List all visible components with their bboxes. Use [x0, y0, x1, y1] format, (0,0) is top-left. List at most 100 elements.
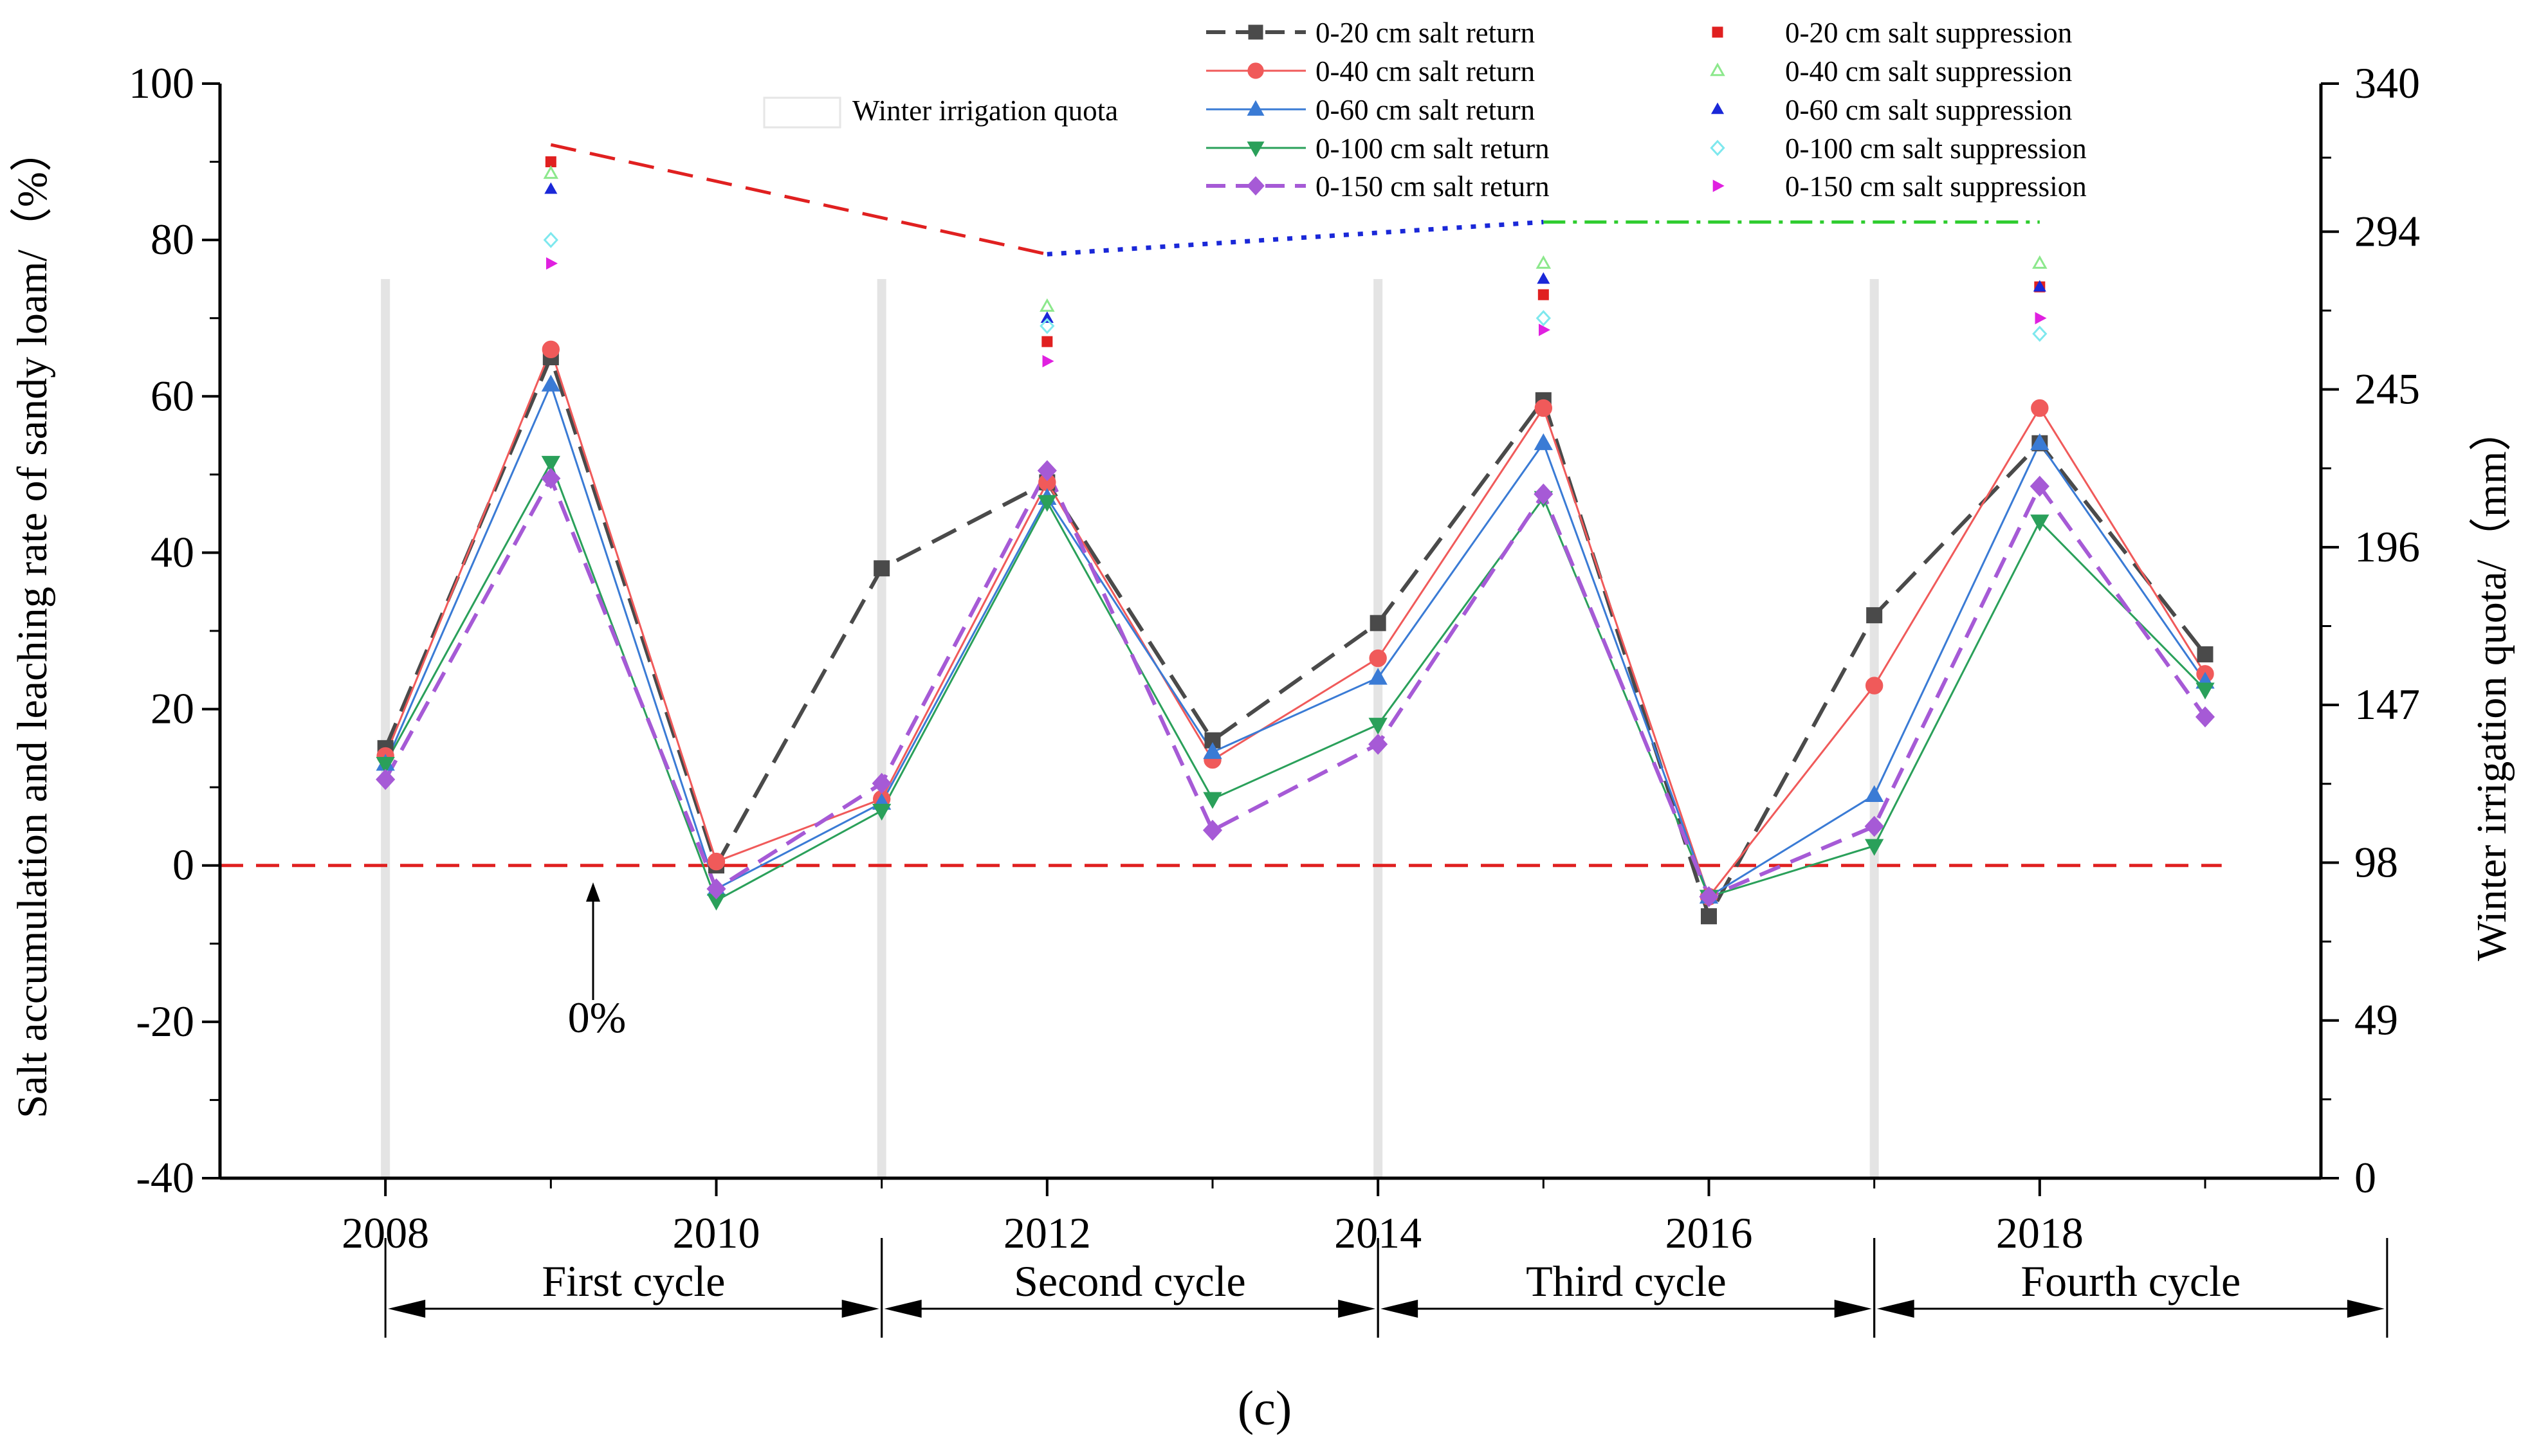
suppression-point	[1040, 311, 1054, 323]
y2-tick-label: 245	[2354, 365, 2420, 414]
legend-marker	[1710, 62, 1725, 77]
legend-label: 0-150 cm salt return	[1315, 170, 1550, 203]
series-point	[541, 468, 561, 489]
series-point	[1203, 792, 1222, 809]
legend-marker	[1710, 140, 1725, 156]
legend: 0-20 cm salt return 0-40 cm salt return 0-…	[763, 17, 2087, 203]
legend-label: 0-20 cm salt suppression	[1785, 17, 2072, 49]
suppression-point	[2033, 280, 2046, 292]
legend-label: 0-100 cm salt return	[1315, 132, 1550, 165]
y-tick-label: 100	[129, 59, 194, 107]
cycle-arrowhead-right	[1834, 1300, 1872, 1318]
series-point	[2030, 433, 2049, 450]
series-point	[874, 560, 890, 577]
winter-irrigation-quota-lines	[550, 143, 2040, 257]
y-tick-label: -20	[136, 997, 194, 1046]
series-point	[1534, 483, 1554, 505]
legend-marker	[1247, 141, 1265, 158]
zero-annotation-arrowhead	[586, 882, 600, 902]
series-point	[1370, 615, 1386, 632]
y-tick-label: 0	[172, 841, 194, 889]
legend-label: 0-60 cm salt suppression	[1785, 94, 2072, 126]
y-tick-label: 20	[151, 684, 194, 733]
legend-marker	[1248, 24, 1263, 40]
series-point	[1368, 668, 1388, 685]
return-series	[376, 340, 2215, 925]
series-point	[872, 803, 892, 821]
series-point	[2195, 682, 2215, 700]
suppression-point	[1040, 298, 1055, 312]
y2-tick-label: 0	[2354, 1153, 2376, 1202]
y2-tick-label: 147	[2354, 680, 2420, 729]
cycle-arrowhead-left	[1876, 1300, 1914, 1318]
series-point	[1369, 649, 1387, 668]
cycle-arrowhead-left	[1380, 1300, 1418, 1318]
suppression-point	[2035, 312, 2047, 325]
legend-label: 0-40 cm salt suppression	[1785, 55, 2072, 87]
legend-label: 0-40 cm salt return	[1315, 55, 1535, 87]
cycle-arrowhead-right	[841, 1300, 879, 1318]
quota-segment	[1047, 219, 1544, 257]
legend-marker	[1247, 100, 1265, 116]
cycle-arrowhead-right	[2347, 1300, 2385, 1318]
series-point	[2030, 514, 2049, 532]
series-point	[1866, 607, 1883, 624]
x-tick-label: 2016	[1665, 1208, 1752, 1257]
suppression-point	[2032, 255, 2048, 269]
series-point	[707, 852, 726, 871]
quota-legend-swatch	[763, 96, 841, 129]
y-tick-label: 80	[151, 215, 194, 264]
y2-tick-label: 294	[2354, 206, 2420, 255]
suppression-point	[1537, 272, 1550, 284]
series-point	[1368, 733, 1388, 755]
suppression-point	[544, 182, 558, 194]
suppression-point	[2032, 325, 2048, 342]
cycle-label: Fourth cycle	[2021, 1257, 2241, 1306]
legend-label: 0-60 cm salt return	[1315, 94, 1535, 126]
y-tick-label: -40	[136, 1153, 194, 1202]
series-point	[1368, 718, 1388, 735]
series-point	[2197, 646, 2214, 662]
series-point	[1864, 785, 1884, 802]
series-point	[1037, 460, 1057, 482]
legend-label: 0-20 cm salt return	[1315, 17, 1535, 49]
series-point	[542, 340, 560, 359]
series-point	[872, 772, 892, 794]
series-point	[541, 455, 560, 473]
series-point	[1700, 908, 1717, 925]
y2-tick-label: 340	[2354, 59, 2420, 107]
y-tick-label: 40	[151, 527, 194, 576]
series-point	[376, 756, 395, 774]
series-point	[1864, 815, 1884, 837]
suppression-point	[1535, 310, 1551, 327]
series-point	[376, 769, 396, 790]
series-line	[384, 381, 2206, 898]
legend-label: 0-150 cm salt suppression	[1785, 170, 2087, 203]
suppression-point	[543, 232, 558, 248]
x-tick-label: 2010	[672, 1208, 760, 1257]
series-line	[384, 460, 2206, 902]
y2-axis-title: Winter irrigation quota/（mm）	[2468, 409, 2515, 961]
cycle-arrowhead-left	[884, 1300, 922, 1318]
legend-marker	[1247, 62, 1264, 79]
cycle-brackets: First cycle Second cycle Third cycle Fourth…	[384, 1238, 2388, 1338]
y-tick-label: 60	[151, 371, 194, 420]
legend-marker	[1712, 26, 1723, 38]
axes: -40 -20 0 20 40 60 80 100 0 49 98 147 196 245 294 340 20…	[129, 59, 2420, 1257]
cycle-label: First cycle	[542, 1257, 725, 1306]
zero-annotation: 0%	[568, 993, 627, 1042]
suppression-point	[1041, 336, 1053, 347]
series-point	[1534, 399, 1553, 417]
suppression-point	[1539, 323, 1550, 336]
suppression-series	[543, 156, 2048, 368]
series-point	[1203, 742, 1222, 760]
series-point	[1699, 886, 1719, 907]
cycle-label: Second cycle	[1014, 1257, 1246, 1306]
quota-legend-label: Winter irrigation quota	[852, 95, 1118, 127]
suppression-point	[1535, 255, 1552, 269]
suppression-point	[546, 257, 558, 270]
series-line	[383, 466, 2207, 900]
x-tick-label: 2018	[1996, 1208, 2084, 1257]
suppression-point	[543, 165, 559, 179]
series-point	[2030, 475, 2049, 497]
